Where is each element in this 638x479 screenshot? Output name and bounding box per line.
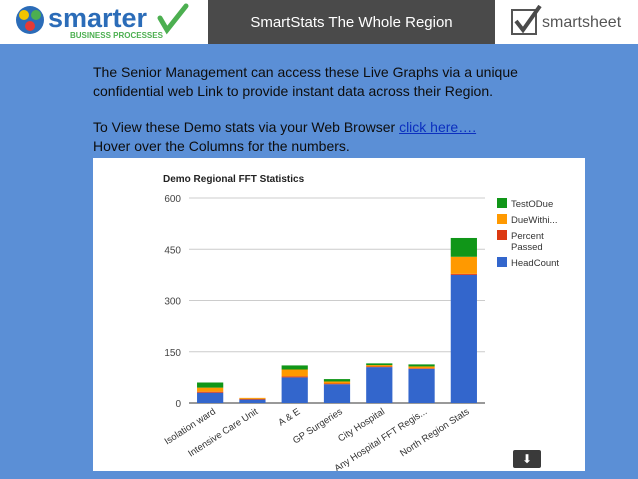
bar-segment[interactable] xyxy=(281,377,308,403)
chart-panel: Demo Regional FFT Statistics 0 150 300 450 60… xyxy=(93,158,585,474)
legend-swatch xyxy=(497,214,507,224)
bar-segment[interactable] xyxy=(239,398,266,400)
bar-segment[interactable] xyxy=(197,392,224,403)
bar-segment[interactable] xyxy=(366,363,393,366)
y-tick-label: 600 xyxy=(164,194,181,205)
instructions-paragraph: To View these Demo stats via your Web Br… xyxy=(93,118,533,156)
bar-segment[interactable] xyxy=(366,366,393,368)
y-tick-label: 450 xyxy=(164,245,181,256)
header-bar: smarter BUSINESS PROCESSES SmartStats Th… xyxy=(0,0,638,44)
y-tick-label: 300 xyxy=(164,297,181,308)
chart-title: Demo Regional FFT Statistics xyxy=(163,174,305,185)
bar-segment[interactable] xyxy=(239,399,266,403)
bar-segment[interactable] xyxy=(450,273,477,275)
bar-segment[interactable] xyxy=(408,368,435,403)
legend-label: HeadCount xyxy=(511,258,559,269)
legend-label: TestODue xyxy=(511,199,553,210)
smartsheet-logo: smartsheet xyxy=(511,5,622,35)
intro-paragraph: The Senior Management can access these L… xyxy=(93,64,518,99)
bar-segment[interactable] xyxy=(366,365,393,367)
legend-label: DueWithi... xyxy=(511,215,557,226)
svg-text:BUSINESS PROCESSES: BUSINESS PROCESSES xyxy=(70,31,164,40)
bar-segment[interactable] xyxy=(323,383,351,385)
x-tick-label: A & E xyxy=(276,406,302,428)
stacked-bar-chart[interactable]: Demo Regional FFT Statistics 0 150 300 450 60… xyxy=(93,158,585,474)
y-tick-label: 0 xyxy=(175,399,181,410)
bar-segment[interactable] xyxy=(366,367,393,403)
svg-text:smarter: smarter xyxy=(48,3,148,33)
bar-segment[interactable] xyxy=(408,364,435,367)
instructions-hover: Hover over the Columns for the numbers. xyxy=(93,138,350,154)
download-arrow-icon[interactable]: ⬇ xyxy=(513,450,541,468)
bar-segment[interactable] xyxy=(239,397,266,399)
legend-label: Passed xyxy=(511,242,543,253)
bar-segment[interactable] xyxy=(408,366,435,369)
legend-swatch xyxy=(497,198,507,208)
bar-segment[interactable] xyxy=(281,376,308,378)
bar-segment[interactable] xyxy=(323,384,351,403)
x-tick-label: Intensive Care Unit xyxy=(186,406,260,459)
bar-segment[interactable] xyxy=(323,381,351,384)
click-here-link[interactable]: click here…. xyxy=(399,119,477,135)
bar-segment[interactable] xyxy=(281,365,308,370)
bar-segment[interactable] xyxy=(323,379,351,382)
legend-swatch xyxy=(497,257,507,267)
x-tick-label: North Region Stats xyxy=(398,406,472,459)
bar-segment[interactable] xyxy=(197,391,224,393)
smarter-logo: smarter BUSINESS PROCESSES xyxy=(16,3,189,40)
legend-swatch xyxy=(497,230,507,240)
bar-segment[interactable] xyxy=(281,369,308,377)
legend-label: Percent xyxy=(511,231,544,242)
bar-segment[interactable] xyxy=(450,274,477,403)
bar-segment[interactable] xyxy=(450,256,477,274)
instructions-prefix: To View these Demo stats via your Web Br… xyxy=(93,119,400,135)
bar-segment[interactable] xyxy=(197,382,224,388)
bar-segment[interactable] xyxy=(450,237,477,257)
page-title: SmartStats The Whole Region xyxy=(208,0,495,44)
y-tick-label: 150 xyxy=(164,348,181,359)
bar-segment[interactable] xyxy=(197,387,224,392)
bar-segment[interactable] xyxy=(408,368,435,369)
svg-text:smartsheet: smartsheet xyxy=(542,14,622,31)
